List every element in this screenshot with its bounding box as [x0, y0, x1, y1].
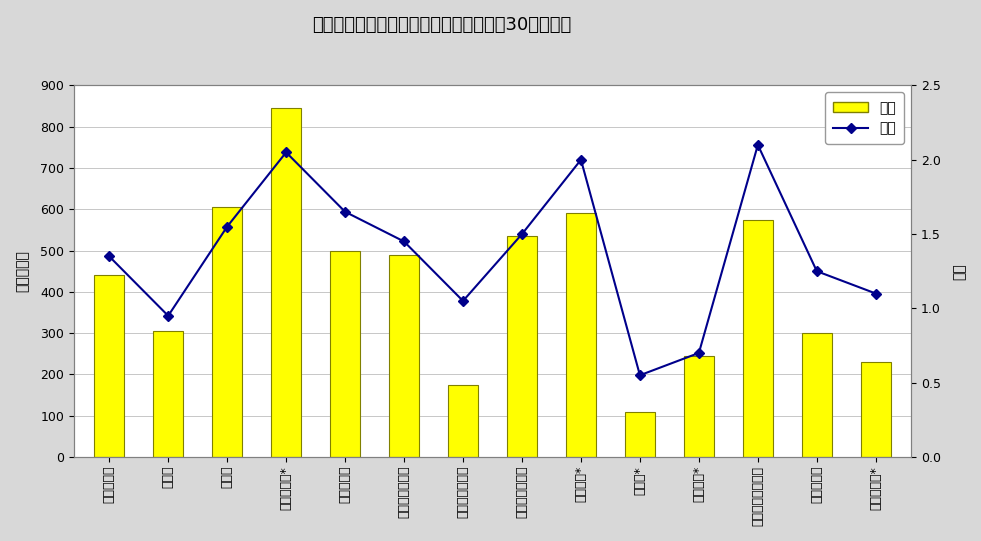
Bar	[744, 220, 773, 457]
Y-axis label: 月数: 月数	[952, 263, 966, 280]
Legend: 金額, 月数: 金額, 月数	[825, 93, 904, 144]
Bar	[507, 236, 537, 457]
Bar	[802, 333, 832, 457]
Bar	[153, 331, 182, 457]
Text: 産業別年末賞与の支給状況（事業所規模30人以上）: 産業別年末賞与の支給状況（事業所規模30人以上）	[312, 16, 571, 34]
Bar	[331, 250, 360, 457]
Bar	[448, 385, 478, 457]
Bar	[272, 108, 301, 457]
Bar	[94, 275, 124, 457]
Bar	[389, 255, 419, 457]
Bar	[213, 207, 242, 457]
Bar	[684, 356, 713, 457]
Bar	[625, 412, 654, 457]
Bar	[566, 214, 595, 457]
Bar	[861, 362, 891, 457]
Y-axis label: 金額　千円: 金額 千円	[15, 250, 29, 292]
